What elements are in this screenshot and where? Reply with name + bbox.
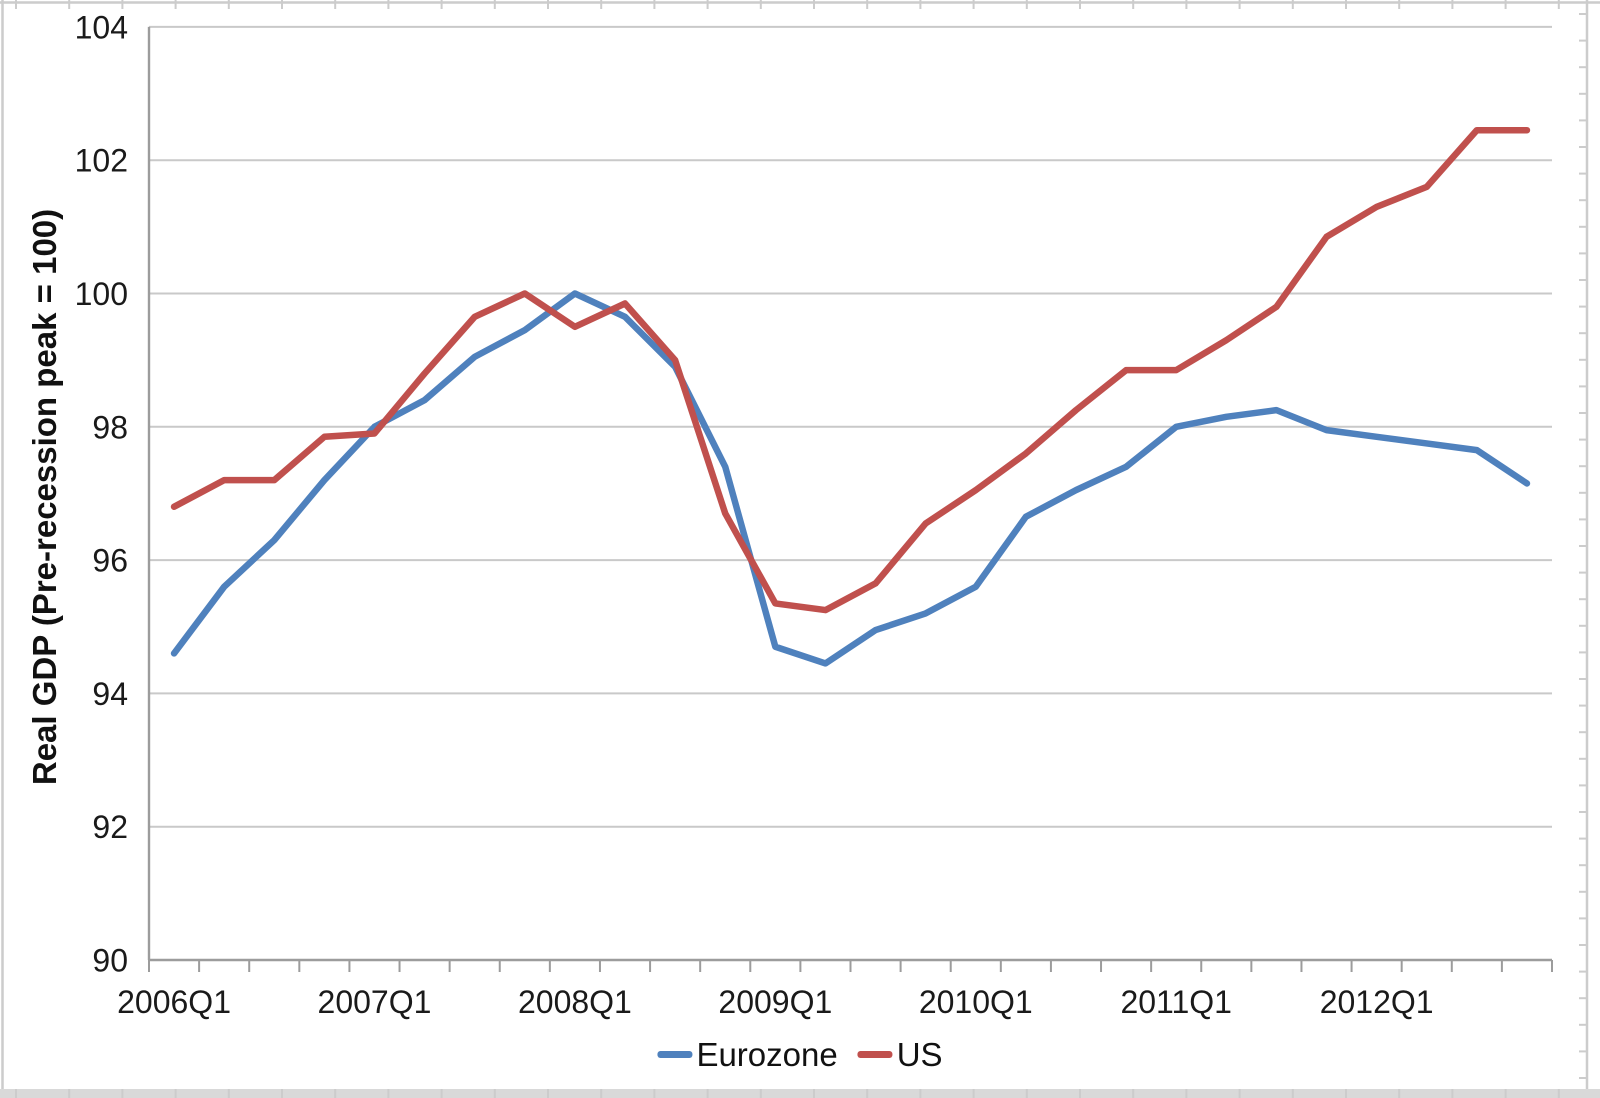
series-line-eurozone xyxy=(170,290,1531,667)
y-axis-title: Real GDP (Pre-recession peak = 100) xyxy=(26,208,63,786)
legend-swatch-eurozone xyxy=(657,1051,693,1058)
x-tick-label-2011Q1: 2011Q1 xyxy=(1120,984,1232,1020)
x-tick-label-2009Q1: 2009Q1 xyxy=(718,984,832,1020)
axes xyxy=(147,26,1552,962)
legend-item-eurozone: Eurozone xyxy=(657,1036,838,1073)
y-tick-label-102: 102 xyxy=(75,143,128,179)
y-tick-label-94: 94 xyxy=(92,676,128,712)
legend: Eurozone US xyxy=(657,1036,943,1073)
y-axis-tick-labels: 90 92 94 96 98 100 102 104 xyxy=(75,9,128,978)
y-tick-label-96: 96 xyxy=(92,543,128,579)
x-axis-tick-labels: 2006Q1 2007Q1 2008Q1 2009Q1 2010Q1 2011Q1 2012… xyxy=(117,984,1433,1020)
y-tick-label-100: 100 xyxy=(75,276,128,312)
legend-label-eurozone: Eurozone xyxy=(696,1036,838,1073)
legend-swatch-us xyxy=(857,1051,893,1058)
series-lines xyxy=(170,126,1531,667)
legend-item-us: US xyxy=(857,1036,943,1073)
gridlines xyxy=(149,25,1552,828)
y-tick-label-104: 104 xyxy=(75,9,128,45)
legend-label-us: US xyxy=(896,1036,943,1073)
x-tick-label-2008Q1: 2008Q1 xyxy=(518,984,632,1020)
x-tick-label-2006Q1: 2006Q1 xyxy=(117,984,231,1020)
x-axis-ticks xyxy=(148,960,1553,972)
y-tick-label-90: 90 xyxy=(92,943,128,979)
x-tick-label-2010Q1: 2010Q1 xyxy=(919,984,1033,1020)
y-tick-label-92: 92 xyxy=(92,809,128,845)
x-tick-label-2012Q1: 2012Q1 xyxy=(1320,984,1434,1020)
x-tick-label-2007Q1: 2007Q1 xyxy=(318,984,432,1020)
series-line-us xyxy=(170,126,1531,614)
bottom-edge-strip xyxy=(0,1089,1600,1098)
y-tick-label-98: 98 xyxy=(92,409,128,445)
